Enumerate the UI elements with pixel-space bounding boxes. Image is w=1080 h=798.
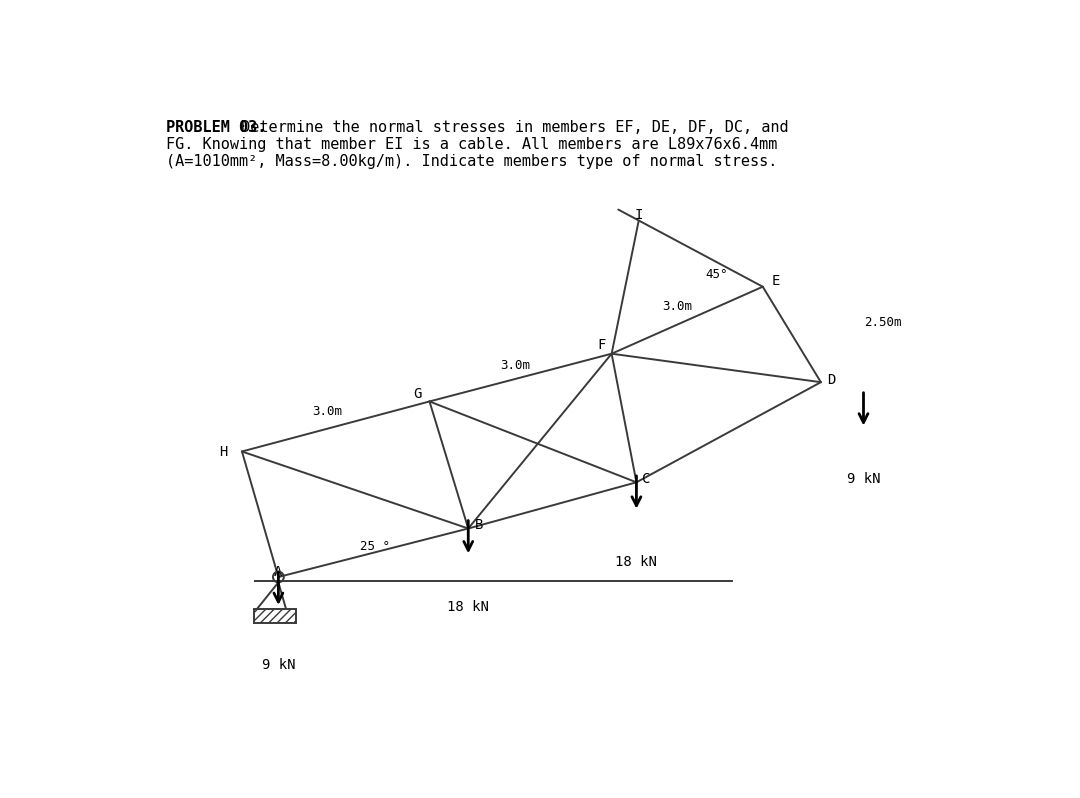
Text: 3.0m: 3.0m (662, 300, 692, 314)
Text: E: E (772, 274, 781, 287)
Text: B: B (474, 519, 483, 532)
Text: (A=1010mm², Mass=8.00kg/m). Indicate members type of normal stress.: (A=1010mm², Mass=8.00kg/m). Indicate mem… (166, 154, 778, 169)
Text: 2.50m: 2.50m (864, 317, 902, 330)
Text: C: C (642, 472, 650, 486)
Text: D: D (827, 373, 836, 387)
Text: 3.0m: 3.0m (500, 359, 530, 372)
Text: I: I (635, 208, 643, 222)
Text: 9 kN: 9 kN (847, 472, 880, 486)
Text: Determine the normal stresses in members EF, DE, DF, DC, and: Determine the normal stresses in members… (231, 120, 788, 136)
Text: 9 kN: 9 kN (261, 658, 295, 672)
Text: H: H (219, 444, 228, 459)
Text: A: A (274, 565, 283, 579)
Text: 25 °: 25 ° (361, 539, 390, 553)
Bar (254, 610, 296, 623)
Text: PROBLEM 03.: PROBLEM 03. (166, 120, 267, 136)
Text: 3.0m: 3.0m (312, 405, 342, 418)
Text: FG. Knowing that member EI is a cable. All members are L89x76x6.4mm: FG. Knowing that member EI is a cable. A… (166, 137, 778, 152)
Text: 18 kN: 18 kN (616, 555, 658, 570)
Text: 18 kN: 18 kN (447, 600, 489, 614)
Text: G: G (414, 387, 422, 401)
Text: F: F (598, 338, 606, 352)
Text: 45°: 45° (705, 268, 728, 281)
